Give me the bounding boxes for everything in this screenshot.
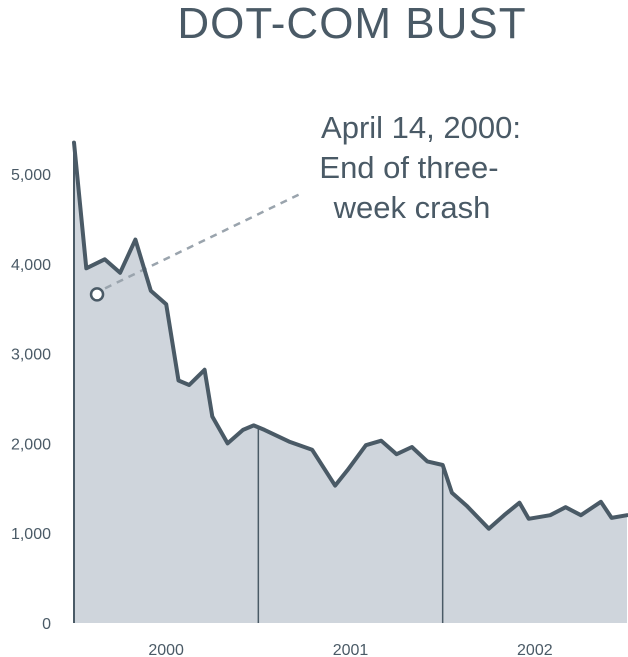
area-fill — [74, 142, 627, 623]
annotation-line-3: week crash — [333, 190, 491, 225]
y-axis-ticks: 0 1,000 2,000 3,000 4,000 5,000 — [11, 167, 51, 633]
annotation-line-1: April 14, 2000: — [321, 110, 521, 145]
y-tick-label: 5,000 — [11, 167, 51, 184]
annotation-line-2: End of three- — [319, 150, 498, 185]
y-tick-label: 0 — [42, 616, 51, 633]
y-tick-label: 1,000 — [11, 526, 51, 543]
y-tick-label: 4,000 — [11, 257, 51, 274]
annotation-text: April 14, 2000: End of three- week crash — [319, 110, 521, 225]
x-axis-ticks: 2000 2001 2002 — [148, 642, 552, 657]
chart-title: DOT-COM BUST — [177, 0, 526, 48]
annotation-leader-line — [104, 192, 301, 290]
year-dividers — [73, 142, 444, 623]
plot-area — [72, 140, 628, 623]
x-tick-label: 2000 — [148, 642, 184, 657]
series-line — [72, 140, 628, 531]
y-tick-label: 2,000 — [11, 436, 51, 453]
x-tick-label: 2002 — [517, 642, 553, 657]
annotation-marker — [89, 287, 105, 302]
y-tick-label: 3,000 — [11, 347, 51, 364]
x-tick-label: 2001 — [333, 642, 369, 657]
